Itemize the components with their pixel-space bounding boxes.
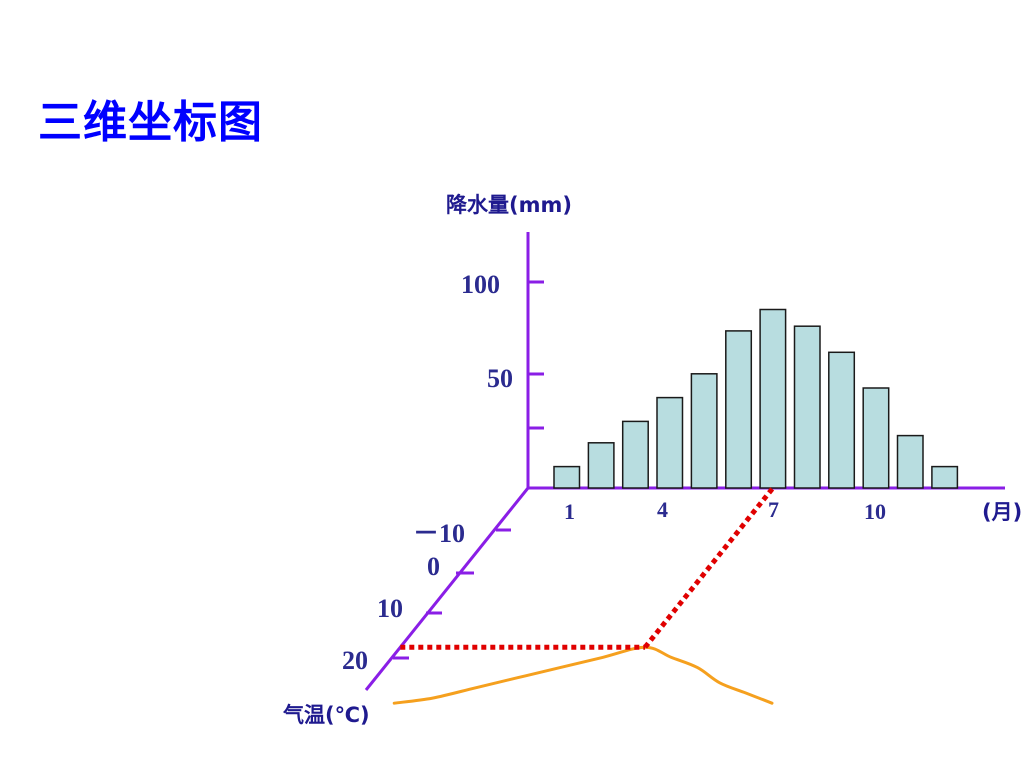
z-tick-label-minus10: －10 <box>413 519 465 548</box>
x-axis-label: (月) <box>982 500 1022 524</box>
x-tick-label-1: 1 <box>564 499 575 524</box>
x-tick-label-7: 7 <box>768 497 779 522</box>
precipitation-bar-month-5 <box>690 373 718 489</box>
y-axis-label: 降水量(mm) <box>446 193 572 217</box>
precipitation-bar-month-3 <box>621 420 649 489</box>
precipitation-bar-month-4 <box>656 396 684 489</box>
projection-lines <box>400 486 775 650</box>
z-axis-label: 气温(℃) <box>282 703 370 727</box>
precipitation-bar-month-7 <box>759 308 787 489</box>
precipitation-bar-month-6 <box>725 330 753 489</box>
x-tick-label-10: 10 <box>864 499 886 524</box>
z-tick-label-10: 10 <box>377 594 403 623</box>
temperature-axis <box>364 487 530 691</box>
x-tick-label-4: 4 <box>657 497 668 522</box>
z-tick-label-20: 20 <box>342 646 368 675</box>
precipitation-bar-month-8 <box>793 325 821 489</box>
y-tick-label-100: 100 <box>461 270 500 299</box>
projection-line-month <box>643 486 775 649</box>
precipitation-bar-month-1 <box>553 465 581 489</box>
temperature-line <box>392 645 774 705</box>
y-tick-label-50: 50 <box>487 364 513 393</box>
z-tick-label-0: 0 <box>427 552 440 581</box>
slide-title: 三维坐标图 <box>38 97 263 148</box>
precipitation-bars <box>553 308 959 489</box>
precipitation-bar-month-10 <box>862 387 890 489</box>
precipitation-bar-month-2 <box>587 442 615 489</box>
precipitation-bar-month-11 <box>896 434 924 489</box>
precipitation-bar-month-12 <box>931 465 959 489</box>
precipitation-bar-month-9 <box>828 351 856 489</box>
